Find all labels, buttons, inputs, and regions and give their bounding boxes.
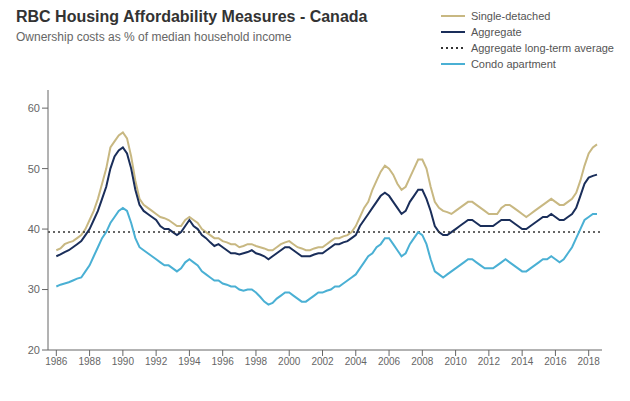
svg-text:1986: 1986 [45, 356, 68, 367]
svg-text:2016: 2016 [544, 356, 567, 367]
svg-text:1990: 1990 [112, 356, 135, 367]
svg-text:50: 50 [28, 163, 40, 175]
svg-text:2006: 2006 [378, 356, 401, 367]
svg-text:40: 40 [28, 223, 40, 235]
svg-text:2014: 2014 [511, 356, 534, 367]
svg-text:2008: 2008 [411, 356, 434, 367]
svg-text:30: 30 [28, 283, 40, 295]
svg-text:2012: 2012 [478, 356, 501, 367]
svg-text:1992: 1992 [145, 356, 168, 367]
html-text:Aggregate: Aggregate [470, 26, 522, 38]
html-text:RBC Housing Affordability Meas: RBC Housing Affordability Measures - Can… [16, 8, 368, 25]
svg-text:2000: 2000 [278, 356, 301, 367]
svg-text:2010: 2010 [444, 356, 467, 367]
svg-text:2018: 2018 [578, 356, 601, 367]
svg-text:60: 60 [28, 102, 40, 114]
html-text:Aggregate long-term average: Aggregate long-term average [470, 42, 614, 54]
svg-text:20: 20 [28, 344, 40, 356]
svg-text:1988: 1988 [78, 356, 101, 367]
svg-text:1994: 1994 [178, 356, 201, 367]
svg-text:1998: 1998 [245, 356, 268, 367]
svg-text:1996: 1996 [212, 356, 235, 367]
svg-text:2004: 2004 [345, 356, 368, 367]
svg-text:2002: 2002 [311, 356, 334, 367]
html-text:Condo apartment: Condo apartment [470, 58, 556, 70]
html-text:Single-detached: Single-detached [470, 10, 551, 22]
html-text:Ownership costs as % of median: Ownership costs as % of median household… [16, 30, 292, 44]
